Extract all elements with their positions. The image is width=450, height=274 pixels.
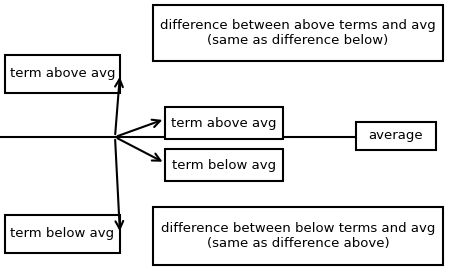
FancyBboxPatch shape (5, 215, 120, 253)
FancyBboxPatch shape (153, 5, 443, 61)
Text: average: average (369, 130, 423, 142)
FancyBboxPatch shape (165, 107, 283, 139)
Text: term above avg: term above avg (171, 116, 277, 130)
Text: difference between above terms and avg
(same as difference below): difference between above terms and avg (… (160, 19, 436, 47)
Text: term below avg: term below avg (172, 158, 276, 172)
FancyBboxPatch shape (165, 149, 283, 181)
Text: term above avg: term above avg (10, 67, 115, 81)
FancyBboxPatch shape (5, 55, 120, 93)
Text: term below avg: term below avg (10, 227, 115, 241)
Text: difference between below terms and avg
(same as difference above): difference between below terms and avg (… (161, 222, 435, 250)
FancyBboxPatch shape (153, 207, 443, 265)
FancyBboxPatch shape (356, 122, 436, 150)
